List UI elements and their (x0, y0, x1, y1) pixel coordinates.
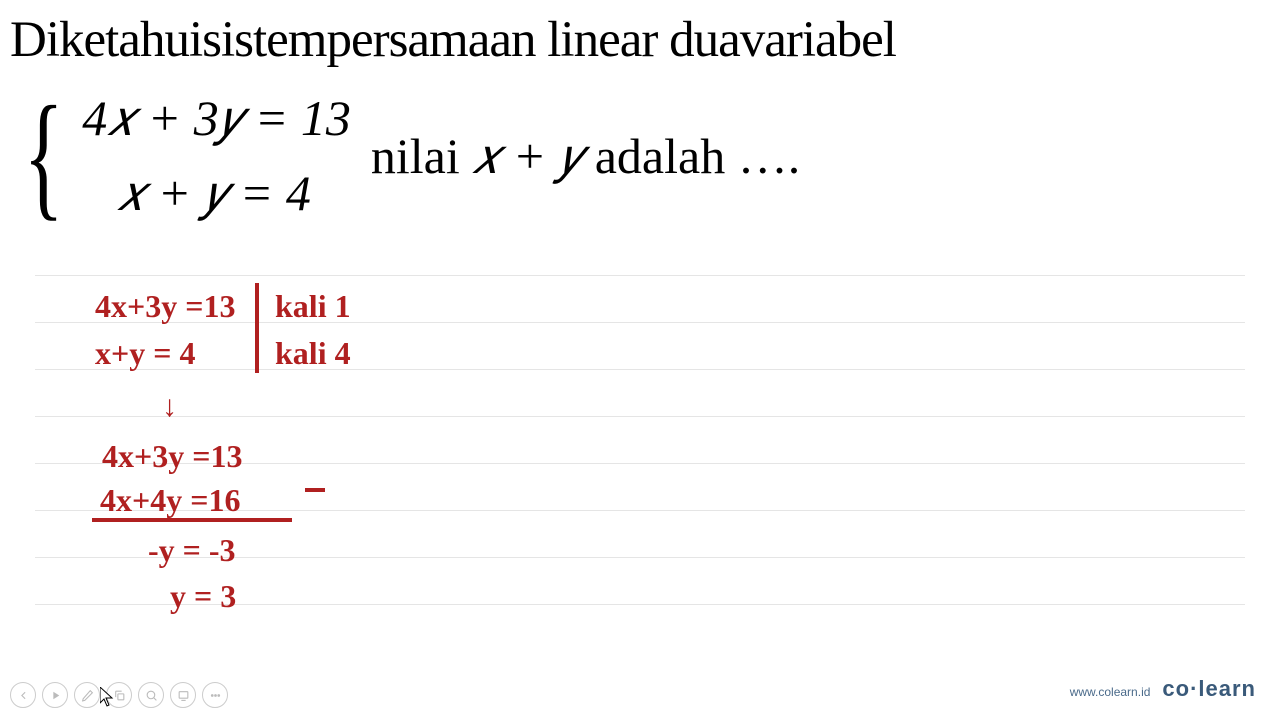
hw-arrow-down: ↓ (162, 390, 177, 424)
ruled-line (35, 369, 1245, 416)
question-suffix: adalah …. (582, 128, 800, 184)
footer-logo: co·learn (1162, 676, 1256, 702)
mouse-cursor-icon (100, 687, 116, 712)
hw-step1-op2: kali 4 (275, 335, 351, 372)
search-icon[interactable] (138, 682, 164, 708)
back-icon[interactable] (10, 682, 36, 708)
ruled-line (35, 322, 1245, 369)
hw-step2-eq2: 4x+4y =16 (100, 482, 240, 519)
footer-branding: www.colearn.id co·learn (1070, 676, 1256, 702)
hw-result2: y = 3 (170, 578, 236, 615)
presentation-toolbar (10, 682, 228, 708)
hw-step1-op1: kali 1 (275, 288, 351, 325)
more-icon[interactable] (202, 682, 228, 708)
left-brace: { (23, 100, 63, 212)
play-icon[interactable] (42, 682, 68, 708)
hw-step1-eq1: 4x+3y =13 (95, 288, 235, 325)
problem-title: Diketahuisistempersamaan linear duavaria… (10, 10, 1280, 71)
hw-result1: -y = -3 (148, 532, 236, 569)
hw-minus-sign (305, 488, 325, 492)
hw-step1-eq2: x+y = 4 (95, 335, 195, 372)
equation-1: 4𝑥 + 3𝑦 = 13 (82, 81, 351, 156)
pen-icon[interactable] (74, 682, 100, 708)
screen-icon[interactable] (170, 682, 196, 708)
footer-url: www.colearn.id (1070, 685, 1151, 699)
hw-subtraction-line (92, 518, 292, 522)
equation-2: 𝑥 + 𝑦 = 4 (82, 156, 351, 231)
hw-step2-eq1: 4x+3y =13 (102, 438, 242, 475)
question-prefix: nilai (371, 128, 472, 184)
question-expression: 𝑥 + 𝑦 (472, 128, 582, 184)
question-text: nilai 𝑥 + 𝑦 adalah …. (371, 126, 800, 186)
equation-system: 4𝑥 + 3𝑦 = 13 𝑥 + 𝑦 = 4 (82, 81, 351, 231)
equation-system-line: { 4𝑥 + 3𝑦 = 13 𝑥 + 𝑦 = 4 nilai 𝑥 + 𝑦 ada… (10, 81, 1280, 231)
hw-vertical-divider (255, 283, 259, 373)
problem-statement: Diketahuisistempersamaan linear duavaria… (10, 10, 1280, 231)
